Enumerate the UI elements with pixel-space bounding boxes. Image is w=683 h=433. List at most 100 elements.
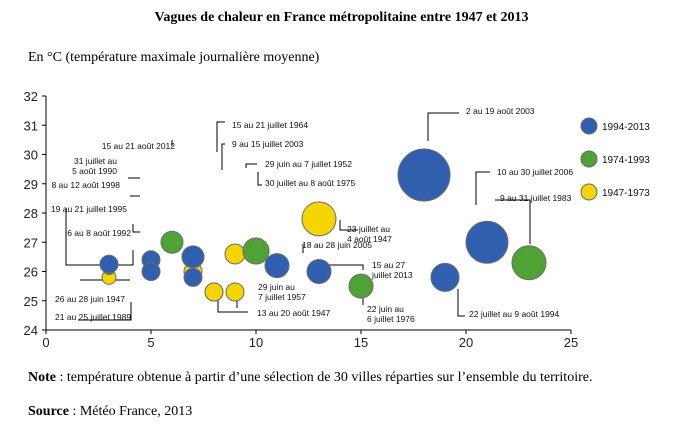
x-tick-label: 0 [42, 335, 49, 347]
annotation-label-line: 22 juin au [367, 304, 404, 314]
annotation-label: 15 au 21 juillet 1964 [232, 120, 308, 130]
annotation-leader-line [339, 220, 358, 231]
data-bubble-1947-1973 [301, 201, 337, 237]
data-bubble-1994-2013 [430, 262, 460, 292]
annotation-label-line: 15 au 21 juillet 1964 [232, 120, 308, 130]
annotation-label-line: 9 au 31 juillet 1983 [500, 193, 572, 203]
annotation-leader-line [257, 172, 262, 186]
annotation-label: 2 au 19 août 2003 [466, 106, 535, 116]
annotation-label: 19 au 21 juillet 1995 [51, 204, 127, 214]
annotation-leader-line [245, 163, 257, 168]
annotation-label: 13 au 20 août 1947 [257, 308, 331, 318]
annotation-leader-line [475, 171, 490, 205]
annotation-leader-line [427, 112, 459, 141]
source-label: Source [28, 404, 69, 419]
annotation-label-line: 4 août 1947 [347, 234, 392, 244]
annotation-label: 31 juillet au 5 août 1990 [72, 156, 117, 176]
annotation-label: 15 au 21 août 2012 [102, 141, 176, 151]
annotation-leader-line [216, 121, 225, 152]
note-paragraph: Note : température obtenue à partir d’un… [28, 369, 638, 386]
annotation-label-line: 15 au 21 août 2012 [102, 141, 176, 151]
y-tick-label: 24 [24, 323, 38, 338]
y-tick-label: 29 [24, 177, 38, 192]
y-tick-label: 25 [24, 294, 38, 309]
y-tick-label: 26 [24, 265, 38, 280]
annotation-label: 29 juin au 7 juillet 1957 [258, 282, 306, 302]
annotation-label: 15 au 27 juillet 2013 [371, 260, 413, 280]
x-tick-label: 10 [249, 335, 263, 347]
legend-swatch [580, 150, 598, 168]
y-tick-label: 30 [24, 148, 38, 163]
annotation-label-line: 29 juin au 7 juillet 1952 [265, 159, 352, 169]
annotation-label: 9 au 31 juillet 1983 [500, 193, 572, 203]
note-label: Note [28, 370, 56, 385]
annotation-label-line: 30 juillet au 8 août 1975 [265, 178, 356, 188]
annotation-label-line: 10 au 30 juillet 2006 [497, 167, 573, 177]
annotation-label-line: 15 au 27 [372, 260, 405, 270]
x-tick-label: 20 [459, 335, 473, 347]
annotation-label: 21 au 25 juillet 1989 [55, 312, 131, 322]
annotation-label-line: 9 au 15 juillet 2003 [232, 139, 304, 149]
data-bubble-1994-2013 [141, 262, 161, 281]
legend-label: 1994-2013 [602, 122, 650, 133]
annotation-label-line: 7 juillet 1957 [258, 292, 306, 302]
x-tick-label: 15 [354, 335, 368, 347]
y-tick-label: 28 [24, 206, 38, 221]
annotation-leader-line [457, 289, 465, 317]
annotation-label-line: juillet 2013 [371, 270, 413, 280]
annotation-label-line: 5 août 1990 [72, 166, 117, 176]
annotation-label-line: 18 au 28 juin 2005 [302, 240, 372, 250]
annotation-label-line: 8 au 12 août 1998 [51, 180, 120, 190]
annotation-label: 6 au 8 août 1992 [67, 228, 131, 238]
annotation-label: 8 au 12 août 1998 [51, 180, 120, 190]
source-text: : Météo France, 2013 [68, 404, 193, 419]
data-bubble-1974-1993 [242, 237, 270, 265]
annotation-label: 18 au 28 juin 2005 [302, 240, 372, 250]
data-bubble-1974-1993 [348, 273, 374, 299]
legend-swatch [580, 183, 598, 201]
x-tick-label: 5 [147, 335, 154, 347]
data-bubble-1994-2013 [264, 253, 290, 279]
data-bubble-1974-1993 [160, 230, 184, 254]
data-bubble-1947-1973 [225, 282, 245, 302]
annotation-label: 22 juillet au 9 août 1994 [469, 309, 560, 319]
legend-label: 1947-1973 [602, 188, 650, 199]
annotation-label: 23 juillet au 4 août 1947 [347, 224, 392, 244]
data-bubble-1947-1973 [224, 243, 246, 265]
annotation-leader-line [217, 296, 248, 313]
data-bubble-1947-1973 [204, 282, 224, 302]
annotation-label-line: 19 au 21 juillet 1995 [51, 204, 127, 214]
y-tick-label: 27 [24, 235, 38, 250]
annotation-label-line: 29 juin au [258, 282, 295, 292]
heatwave-bubble-chart: 24 25 26 27 28 29 30 31 32 0 5 10 15 20 25 2 au 19 août… [24, 89, 651, 347]
annotation-label: 9 au 15 juillet 2003 [232, 139, 304, 149]
legend-label: 1974-1993 [602, 155, 650, 166]
y-axis-unit-label: En °C (température maximale journalière … [28, 50, 320, 65]
data-bubble-1994-2013 [181, 245, 205, 269]
annotation-leader-line [78, 302, 132, 321]
annotation-label-line: 2 au 19 août 2003 [466, 106, 535, 116]
y-tick-label: 32 [24, 89, 38, 104]
annotation-leader-line [132, 224, 140, 233]
annotation-label-line: 26 au 28 juin 1947 [55, 294, 125, 304]
annotation-label-line: 23 juillet au [347, 224, 390, 234]
annotation-leader-line [65, 208, 134, 266]
annotation-leader-line [328, 264, 364, 270]
chart-title: Vagues de chaleur en France métropolitai… [154, 10, 529, 25]
annotation-label-line: 22 juillet au 9 août 1994 [469, 309, 560, 319]
annotation-label-line: 13 au 20 août 1947 [257, 308, 331, 318]
data-bubble-1994-2013 [397, 148, 451, 202]
source-line: Source : Météo France, 2013 [28, 404, 192, 420]
note-text: : température obtenue à partir d’une sél… [56, 370, 593, 385]
annotation-label: 30 juillet au 8 août 1975 [265, 178, 356, 188]
annotation-leader-line [221, 143, 225, 170]
data-bubble-1974-1993 [511, 245, 547, 281]
y-tick-label: 31 [24, 118, 38, 133]
data-bubble-1994-2013 [306, 259, 332, 284]
annotation-label-line: 21 au 25 juillet 1989 [55, 312, 131, 322]
annotation-label: 26 au 28 juin 1947 [55, 294, 125, 304]
data-bubble-1994-2013 [465, 220, 509, 264]
annotation-leader-line [495, 199, 531, 244]
annotation-label-line: 6 juillet 1976 [367, 314, 415, 324]
legend-swatch [580, 117, 598, 135]
